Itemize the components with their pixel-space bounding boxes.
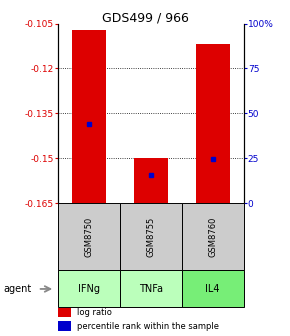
Text: TNFa: TNFa bbox=[139, 284, 163, 294]
Bar bbox=[196, 44, 230, 203]
Bar bbox=[72, 30, 106, 203]
Text: IL4: IL4 bbox=[205, 284, 220, 294]
Bar bbox=[182, 203, 244, 270]
Text: GSM8760: GSM8760 bbox=[208, 217, 217, 257]
Bar bbox=[58, 322, 71, 331]
Text: percentile rank within the sample: percentile rank within the sample bbox=[77, 322, 219, 331]
Text: GDS499 / 966: GDS499 / 966 bbox=[102, 12, 188, 25]
Text: GSM8755: GSM8755 bbox=[146, 217, 155, 257]
Bar bbox=[58, 270, 120, 307]
Bar bbox=[134, 158, 168, 203]
Text: log ratio: log ratio bbox=[77, 308, 111, 317]
Text: agent: agent bbox=[3, 284, 31, 294]
Bar bbox=[182, 270, 244, 307]
Text: GSM8750: GSM8750 bbox=[84, 217, 93, 257]
Bar bbox=[58, 308, 71, 317]
Bar bbox=[120, 270, 182, 307]
Bar bbox=[58, 203, 120, 270]
Bar bbox=[120, 203, 182, 270]
Text: IFNg: IFNg bbox=[78, 284, 100, 294]
